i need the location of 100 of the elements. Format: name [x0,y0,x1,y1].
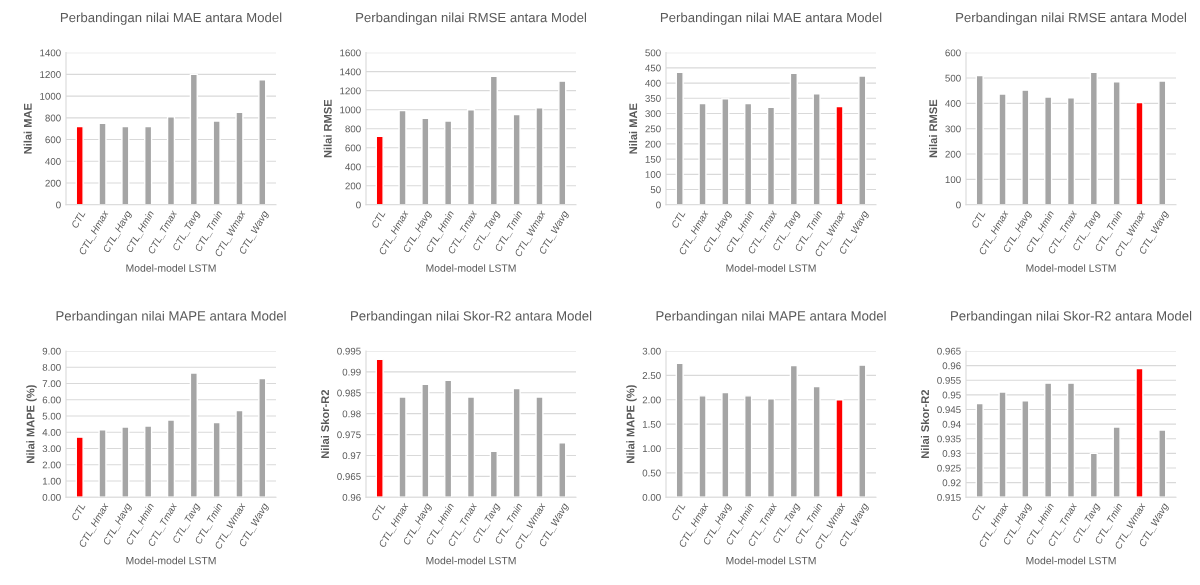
y-tick-label: 0 [656,201,661,209]
x-axis-title: Model-model LSTM [726,264,816,272]
y-tick-label: 200 [45,179,61,187]
y-tick-label: 400 [345,163,361,171]
y-tick-label: 0.945 [937,406,961,414]
bar [444,120,453,205]
bar [421,117,430,205]
bar [858,75,867,205]
y-tick-label: 0.925 [937,464,961,472]
y-tick-label: 0.94 [942,420,961,428]
y-tick-label: 5.00 [42,412,61,420]
y-tick-label: 0.995 [337,347,361,355]
bar [512,113,521,205]
y-axis-title: Nilai RMSE [323,99,332,158]
y-tick-label: 150 [645,155,661,163]
y-tick-label: 2.50 [642,372,661,379]
y-tick-label: 1600 [340,49,361,57]
y-tick-label: 0 [56,201,61,209]
bar [1135,101,1144,205]
y-tick-label: 0.93 [942,450,961,457]
bar [835,105,844,205]
y-axis-title: Nilai Skor-R2 [920,389,930,458]
chart-title: Perbandingan nilai RMSE antara Model [356,12,587,25]
y-tick-label: 1.00 [642,445,661,453]
bar [835,399,844,498]
y-tick-label: 6.00 [42,396,61,404]
y-tick-label: 200 [645,140,661,148]
bar [812,385,821,498]
y-tick-label: 1.00 [42,477,61,485]
bar [258,79,267,205]
bar [144,125,153,205]
bar [235,409,244,498]
y-tick-label: 0.975 [337,431,361,439]
x-axis-title: Model-model LSTM [1026,556,1116,565]
bar [698,395,707,498]
x-axis-title: Model-model LSTM [426,264,516,272]
y-tick-label: 800 [45,114,61,122]
y-tick-label: 800 [345,125,361,133]
y-tick-label: 3.00 [42,445,61,453]
y-tick-label: 0.95 [942,391,961,399]
y-axis-title: Nilai Skor-R2 [320,389,330,458]
y-tick-label: 200 [945,150,961,158]
y-tick-label: 0.00 [642,493,661,501]
y-tick-label: 0.96 [342,493,361,501]
chart-title: Perbandingan nilai MAPE antara Model [56,310,286,324]
y-tick-label: 8.00 [42,363,61,371]
y-tick-label: 1200 [40,71,61,78]
y-tick-label: 0 [356,201,361,209]
bar [235,111,244,205]
bar [75,125,84,205]
y-axis-title: Nilai MAPE (%) [26,385,37,463]
y-tick-label: 0.915 [937,493,961,501]
y-tick-label: 100 [645,171,661,178]
bar [189,372,198,498]
bar [789,72,798,205]
y-tick-label: 0.99 [342,368,361,376]
y-tick-label: 2.00 [642,396,661,404]
bar [812,93,821,205]
bar [789,364,798,498]
y-tick-label: 0.935 [937,435,961,443]
bar [766,398,776,498]
chart-title: Perbandingan nilai Skor-R2 antara Model [951,310,1192,324]
y-tick-label: 0.985 [337,389,361,397]
y-tick-label: 0.97 [342,452,361,460]
bar [858,364,867,498]
y-tick-label: 2.00 [42,461,61,469]
y-tick-label: 450 [645,64,661,72]
bar [1089,71,1098,205]
y-axis-title: Nilai MAPE (%) [626,385,637,463]
bar [98,122,107,205]
bar [258,377,267,498]
x-axis-title: Model-model LSTM [726,556,816,565]
y-tick-label: 600 [45,136,61,144]
y-tick-label: 400 [45,158,61,165]
y-tick-label: 600 [945,49,961,57]
bar [744,395,753,498]
y-tick-label: 500 [645,49,661,57]
bar [375,135,384,205]
bar [121,426,130,498]
y-tick-label: 350 [645,95,661,102]
bar [1066,97,1076,205]
bar [1112,81,1121,205]
bar [721,391,730,498]
chart-title: Perbandingan nilai MAE antara Model [660,12,882,25]
bar [75,436,84,498]
y-tick-label: 600 [345,144,361,152]
bar [466,108,476,205]
y-tick-label: 1.50 [642,420,661,428]
x-axis-title: Model-model LSTM [426,556,516,565]
y-tick-label: 300 [945,125,961,133]
x-axis-title: Model-model LSTM [1026,264,1116,272]
y-tick-label: 1000 [340,106,361,114]
y-tick-label: 1000 [40,92,61,100]
bar [166,116,176,205]
chart-title: Perbandingan nilai MAPE antara Model [656,310,886,324]
y-tick-label: 0.955 [937,376,961,384]
y-axis-title: Nilai MAE [23,103,32,154]
y-tick-label: 1400 [40,49,61,57]
y-tick-label: 0.50 [642,469,661,477]
bar [98,429,107,498]
